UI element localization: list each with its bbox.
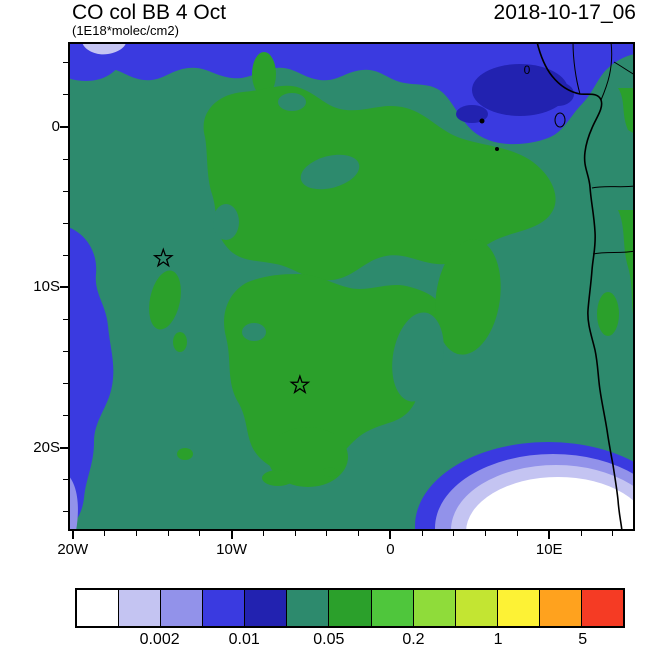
green-plume-south: [224, 274, 447, 474]
x-minor-tick: [516, 531, 518, 536]
y-tick-label: 20S: [33, 438, 60, 456]
green-coast-strip: [618, 88, 635, 134]
colorbar-labels: 0.002 0.01 0.05 0.2 1 5: [75, 631, 625, 657]
africa-coastline: [536, 42, 623, 531]
colorbar-label: 1: [493, 631, 503, 648]
lavender-cap: [82, 42, 126, 55]
teal-notch: [242, 323, 266, 341]
colorbar-cell-7: [371, 590, 414, 626]
teal-notch: [300, 154, 360, 190]
navy-patch: [542, 82, 574, 106]
country-border: [600, 42, 613, 101]
x-minor-tick: [294, 531, 296, 536]
plot-title: CO col BB 4 Oct: [72, 1, 227, 24]
y-major-tick: [60, 446, 68, 449]
country-border: [572, 42, 581, 95]
green-plume-main: [203, 85, 556, 281]
green-finger: [252, 52, 276, 96]
colorbar: [75, 588, 625, 628]
y-major-tick: [60, 286, 68, 289]
north-blue-band: [68, 42, 635, 145]
teal-notch: [213, 204, 239, 240]
star-marker: [152, 247, 174, 268]
x-minor-tick: [199, 531, 201, 536]
colorbar-label: 0.05: [313, 631, 345, 648]
colorbar-cell-10: [497, 590, 540, 626]
navy-patch: [472, 64, 568, 116]
y-tick-label: 10S: [33, 278, 60, 296]
colorbar-cell-6: [329, 590, 372, 626]
x-tick-label: 0: [386, 541, 395, 558]
green-patch-west: [173, 332, 187, 352]
island-dot: [495, 147, 499, 151]
x-tick-label: 10W: [216, 541, 247, 558]
green-speck: [177, 448, 193, 460]
plot-timestamp: 2018-10-17_06: [493, 1, 636, 24]
x-minor-tick: [104, 531, 106, 536]
colorbar-cell-8: [413, 590, 456, 626]
x-minor-tick: [358, 531, 360, 536]
colorbar-label: 0.2: [402, 631, 425, 648]
map-frame: 0: [68, 42, 635, 531]
x-minor-tick: [135, 531, 137, 536]
x-minor-tick: [421, 531, 423, 536]
colorbar-cell-9: [455, 590, 498, 626]
x-major-tick: [230, 531, 233, 539]
x-minor-tick: [612, 531, 614, 536]
island-dot: [479, 118, 485, 124]
colorbar-cell-5: [287, 590, 330, 626]
colorbar-cell-12: [581, 590, 624, 626]
x-major-tick: [71, 531, 74, 539]
green-coast-strip: [618, 210, 635, 322]
x-minor-tick: [262, 531, 264, 536]
teal-notch: [392, 312, 444, 402]
x-tick-label: 10E: [535, 541, 563, 558]
y-major-tick: [60, 125, 68, 128]
colorbar-label: 5: [578, 631, 588, 648]
green-speck: [323, 467, 337, 477]
map-svg: 0: [68, 42, 635, 531]
colorbar-cell-3: [203, 590, 246, 626]
green-lobe-east: [435, 239, 501, 355]
colorbar-label: 0.002: [139, 631, 180, 648]
x-minor-tick: [453, 531, 455, 536]
colorbar-cell-4: [245, 590, 288, 626]
green-speck: [262, 470, 294, 486]
minimum-core-white: [466, 477, 635, 531]
southwest-corner-patch: [68, 475, 78, 531]
country-border: [591, 185, 635, 189]
field-layer: [68, 42, 635, 531]
colorbar-cell-0: [77, 590, 120, 626]
x-minor-tick: [580, 531, 582, 536]
x-major-tick: [548, 531, 551, 539]
plot-border: [68, 42, 635, 531]
x-minor-tick: [167, 531, 169, 536]
x-minor-tick: [326, 531, 328, 536]
star-marker: [289, 374, 311, 395]
west-blue-strip: [68, 227, 114, 528]
green-coast-patch: [597, 292, 619, 336]
contour-annotation: 0: [524, 63, 531, 77]
x-minor-tick: [485, 531, 487, 536]
country-border: [592, 250, 635, 255]
colorbar-cell-11: [539, 590, 582, 626]
y-tick-label: 0: [51, 117, 60, 135]
teal-notch: [278, 93, 306, 111]
navy-patch: [456, 105, 488, 123]
island-outline: [554, 112, 566, 128]
green-patch-west: [149, 270, 181, 330]
x-major-tick: [389, 531, 392, 539]
markers-layer: 0: [152, 63, 531, 395]
colorbar-cell-2: [161, 590, 204, 626]
coastline-layer: [479, 42, 635, 531]
colorbar-cell-1: [119, 590, 162, 626]
colorbar-label: 0.01: [228, 631, 260, 648]
x-tick-label: 20W: [57, 541, 89, 558]
plot-units: (1E18*molec/cm2): [72, 23, 179, 38]
